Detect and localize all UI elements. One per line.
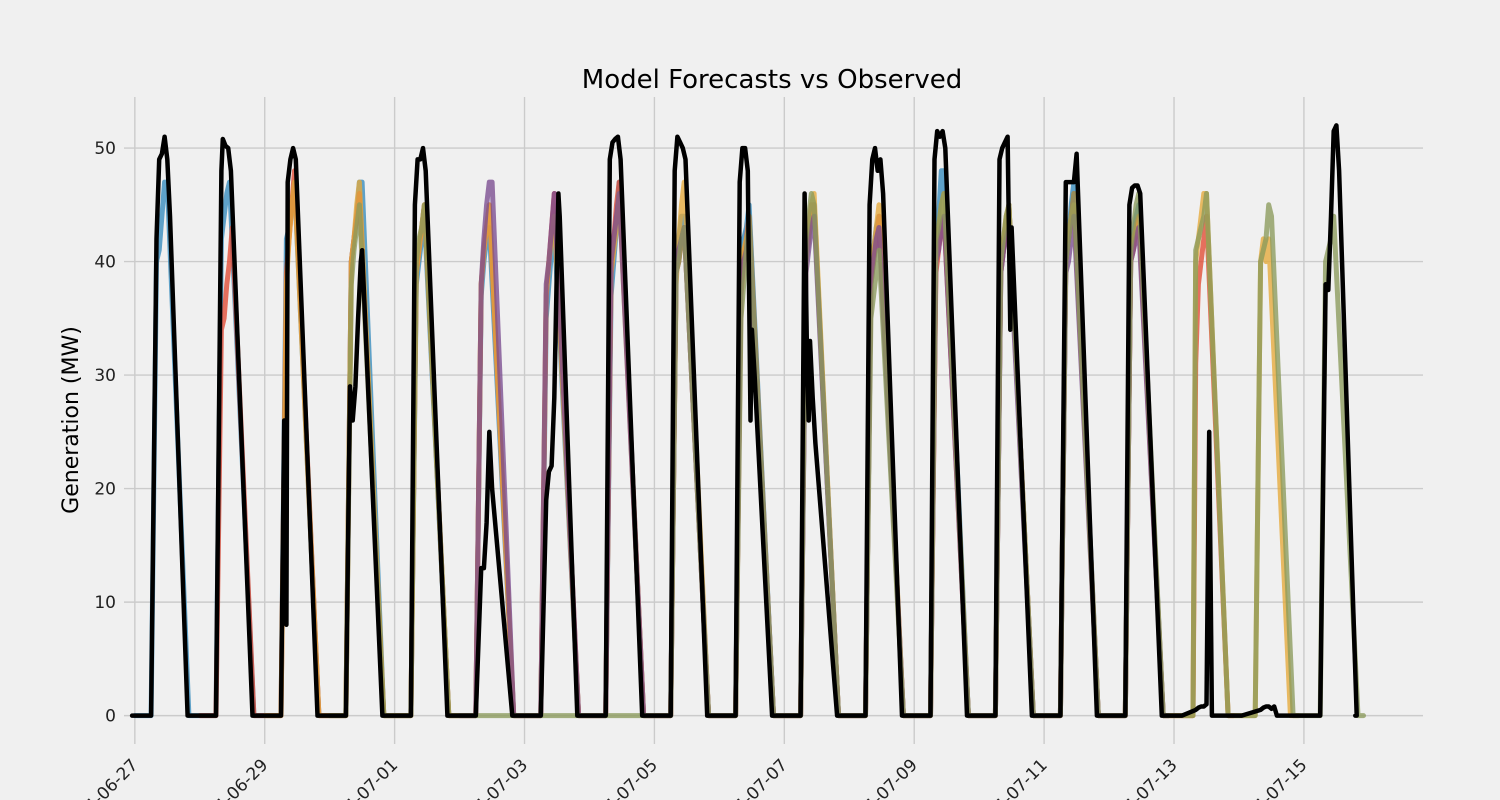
series-layer <box>129 123 1366 719</box>
grid <box>124 97 1423 744</box>
x-tick-label: 2024-07-15 <box>1227 755 1311 800</box>
y-tick-label: 40 <box>94 253 116 273</box>
x-tick-label: 2024-06-27 <box>58 755 142 800</box>
observed-line <box>129 123 1359 718</box>
x-tick-label: 2024-07-07 <box>708 755 792 800</box>
x-tick-label: 2024-07-11 <box>968 755 1052 800</box>
x-tick-label: 2024-07-03 <box>448 755 532 800</box>
y-tick-label: 10 <box>94 593 116 613</box>
y-tick-label: 0 <box>105 707 116 727</box>
x-tick-label: 2024-07-09 <box>838 755 922 800</box>
chart-title: Model Forecasts vs Observed <box>582 65 962 95</box>
y-tick-label: 30 <box>94 366 116 386</box>
x-tick-label: 2024-06-29 <box>188 755 272 800</box>
y-tick-label: 20 <box>94 480 116 500</box>
y-tick-label: 50 <box>94 139 116 159</box>
x-tick-label: 2024-07-05 <box>578 755 662 800</box>
x-tick-label: 2024-07-13 <box>1098 755 1182 800</box>
y-axis-label: Generation (MW) <box>59 326 84 514</box>
x-tick-label: 2024-07-01 <box>318 755 402 800</box>
